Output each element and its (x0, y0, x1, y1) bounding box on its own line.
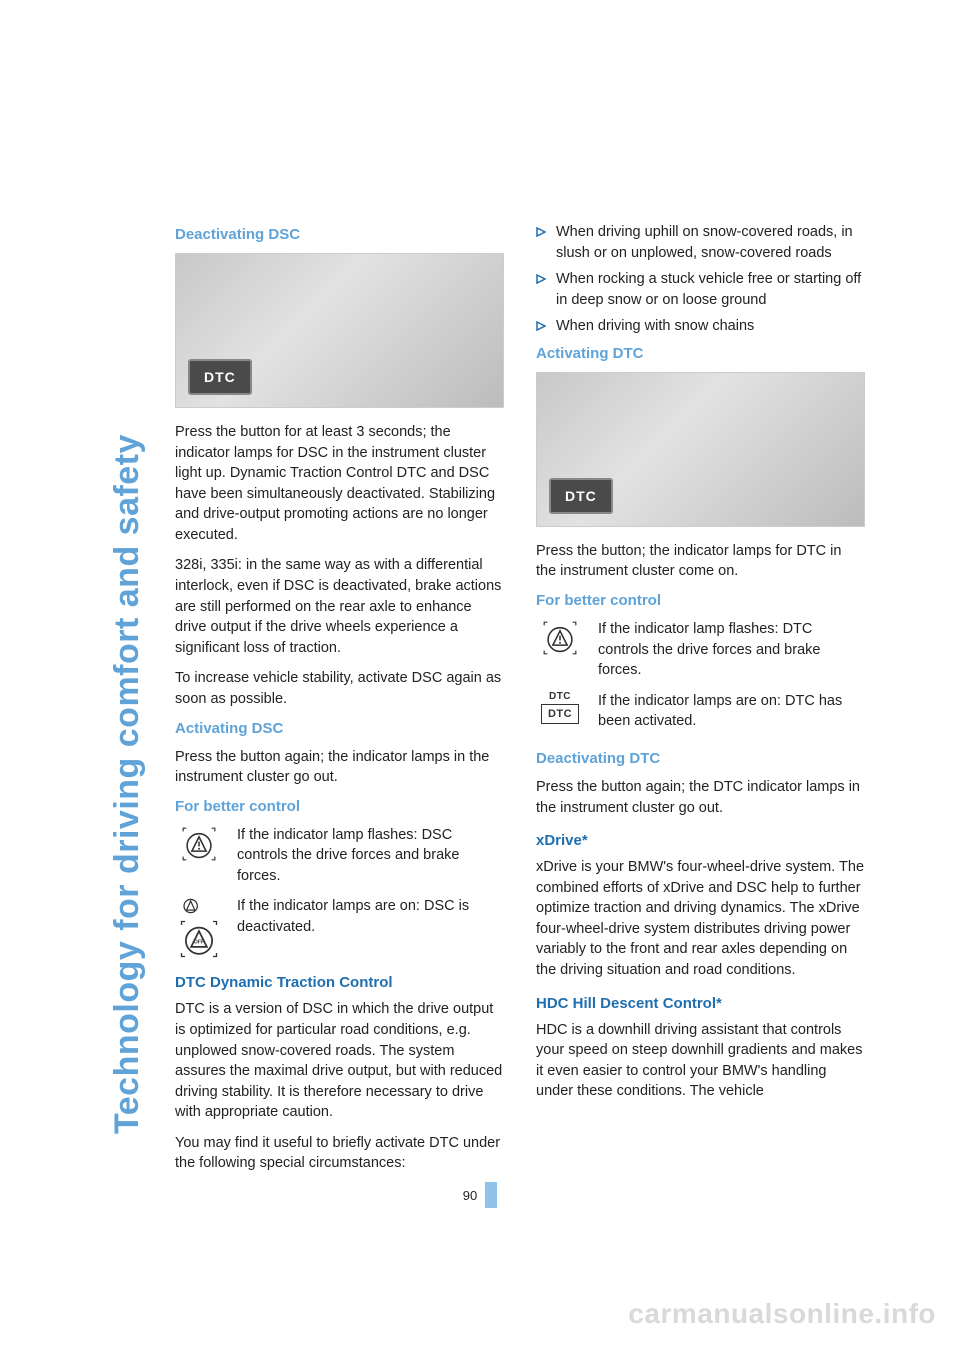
paragraph: Press the button; the indicator lamps fo… (536, 541, 865, 582)
paragraph: xDrive is your BMW's four-wheel-drive sy… (536, 857, 865, 980)
list-item: When driving with snow chains (536, 316, 865, 337)
indicator-text: If the indicator lamp flashes: DTC contr… (598, 619, 865, 681)
dtc-box-label: DTC (541, 704, 579, 724)
watermark: carmanualsonline.info (628, 1298, 936, 1330)
figure-dtc-button-1: DTC (175, 253, 504, 408)
dtc-small-label: DTC (549, 691, 571, 702)
heading-hdc: HDC Hill Descent Control* (536, 995, 865, 1012)
paragraph: To increase vehicle stability, activate … (175, 668, 504, 709)
heading-deactivating-dsc: Deactivating DSC (175, 226, 504, 243)
list-item-text: When rocking a stuck vehicle free or sta… (556, 269, 865, 310)
left-column: Deactivating DSC DTC Press the button fo… (175, 222, 504, 1184)
right-column: When driving uphill on snow-covered road… (536, 222, 865, 1184)
bullet-list: When driving uphill on snow-covered road… (536, 222, 865, 337)
page-marker-bar (485, 1182, 497, 1208)
indicator-text: If the indicator lamps are on: DSC is de… (237, 896, 504, 937)
indicator-row: If the indicator lamp flashes: DSC contr… (175, 825, 504, 887)
triangle-bullet-icon (536, 321, 546, 331)
indicator-text: If the indicator lamps are on: DTC has b… (598, 691, 865, 732)
warning-triangle-icon (536, 619, 584, 657)
page-footer: 90 (0, 1182, 960, 1208)
indicator-text: If the indicator lamp flashes: DSC contr… (237, 825, 504, 887)
dtc-button-label: DTC (188, 359, 252, 395)
paragraph: Press the button again; the DTC indicato… (536, 777, 865, 818)
list-item-text: When driving uphill on snow-covered road… (556, 222, 865, 263)
heading-deactivating-dtc: Deactivating DTC (536, 750, 865, 767)
heading-activating-dtc: Activating DTC (536, 345, 865, 362)
paragraph: Press the button for at least 3 seconds;… (175, 422, 504, 545)
paragraph: DTC is a version of DSC in which the dri… (175, 999, 504, 1122)
indicator-row: DTC DTC If the indicator lamps are on: D… (536, 691, 865, 732)
heading-activating-dsc: Activating DSC (175, 720, 504, 737)
dtc-button-label: DTC (549, 478, 613, 514)
dtc-indicator-icon: DTC DTC (536, 691, 584, 724)
heading-xdrive: xDrive* (536, 832, 865, 849)
list-item: When driving uphill on snow-covered road… (536, 222, 865, 263)
triangle-bullet-icon (536, 274, 546, 284)
indicator-row: If the indicator lamp flashes: DTC contr… (536, 619, 865, 681)
section-title-vertical: Technology for driving comfort and safet… (108, 434, 147, 1134)
paragraph: Press the button again; the indicator la… (175, 747, 504, 788)
content-columns: Deactivating DSC DTC Press the button fo… (175, 222, 865, 1184)
heading-dtc: DTC Dynamic Traction Control (175, 974, 504, 991)
indicator-row: OFF If the indicator lamps are on: DSC i… (175, 896, 504, 960)
paragraph: HDC is a downhill driving assistant that… (536, 1020, 865, 1102)
triangle-bullet-icon (536, 227, 546, 237)
paragraph: 328i, 335i: in the same way as with a di… (175, 555, 504, 658)
list-item-text: When driving with snow chains (556, 316, 754, 337)
paragraph: You may find it useful to briefly activa… (175, 1133, 504, 1174)
heading-better-control-left: For better control (175, 798, 504, 815)
svg-text:OFF: OFF (194, 940, 205, 946)
heading-better-control-right: For better control (536, 592, 865, 609)
figure-dtc-button-2: DTC (536, 372, 865, 527)
list-item: When rocking a stuck vehicle free or sta… (536, 269, 865, 310)
warning-triangle-off-icon: OFF (175, 896, 223, 960)
page-number: 90 (463, 1188, 477, 1203)
warning-triangle-icon (175, 825, 223, 863)
manual-page: Technology for driving comfort and safet… (0, 0, 960, 1358)
